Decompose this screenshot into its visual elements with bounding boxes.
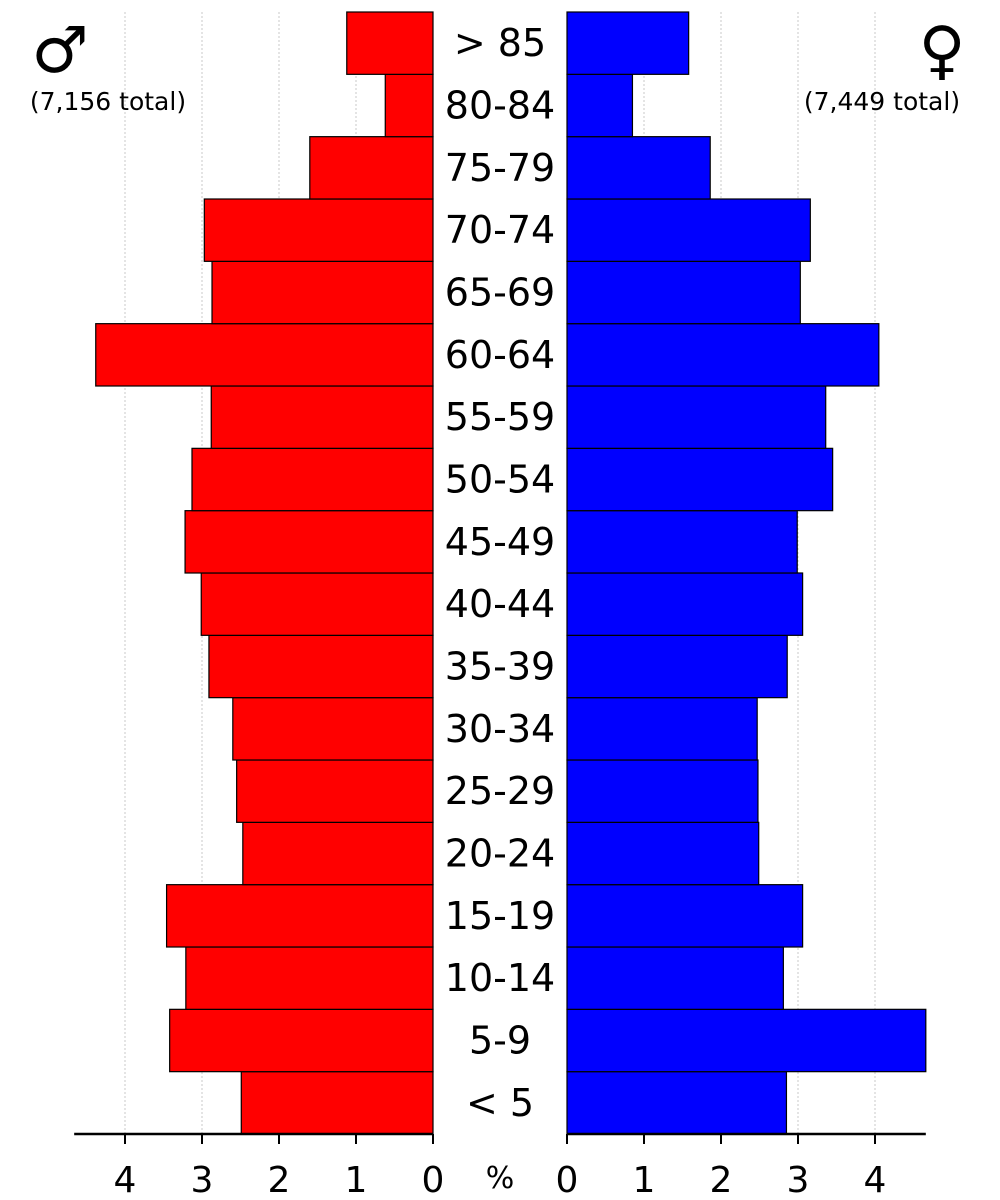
bar-right-7 <box>566 634 788 699</box>
bar-left-12 <box>95 323 434 387</box>
age-label-7: 35-39 <box>445 645 555 689</box>
bar-right-9 <box>566 510 798 574</box>
bar-left-3 <box>165 884 434 948</box>
male-symbol-icon: ♂ <box>31 14 88 88</box>
bar-right-5 <box>566 759 759 823</box>
bar-left-1 <box>169 1008 434 1073</box>
age-label-1: 5-9 <box>469 1019 531 1063</box>
age-label-17: > 85 <box>454 21 546 65</box>
tick-label-left-0: 0 <box>422 1160 445 1200</box>
bar-right-4 <box>566 821 760 886</box>
bar-left-13 <box>211 260 434 325</box>
bar-left-14 <box>203 198 434 262</box>
bar-left-8 <box>200 572 434 636</box>
bar-left-0 <box>240 1071 434 1135</box>
bar-left-11 <box>210 385 434 449</box>
age-label-6: 30-34 <box>445 707 555 751</box>
bar-right-1 <box>566 1008 927 1073</box>
tick-label-right-2: 2 <box>710 1160 733 1200</box>
bar-right-16 <box>566 73 634 138</box>
age-label-14: 70-74 <box>445 208 555 252</box>
bar-right-0 <box>566 1071 788 1135</box>
female-symbol-icon: ♀ <box>919 14 966 88</box>
age-label-4: 20-24 <box>445 832 555 876</box>
bar-left-10 <box>191 447 434 512</box>
bar-left-5 <box>236 759 434 823</box>
age-label-8: 40-44 <box>445 582 555 626</box>
bar-right-10 <box>566 447 834 512</box>
bar-right-6 <box>566 697 758 761</box>
age-group-labels: < 5 5-9 10-14 15-19 20-24 25-29 30-34 35-39 40-4… <box>445 21 555 1125</box>
age-label-11: 55-59 <box>445 395 555 439</box>
bar-left-6 <box>232 697 434 761</box>
age-label-15: 75-79 <box>445 146 555 190</box>
x-axis-unit-label: % <box>486 1161 515 1196</box>
tick-label-right-4: 4 <box>864 1160 887 1200</box>
bar-left-16 <box>384 73 434 138</box>
bar-right-13 <box>566 260 801 325</box>
bar-right-11 <box>566 385 827 449</box>
tick-label-right-1: 1 <box>633 1160 656 1200</box>
age-label-3: 15-19 <box>445 894 555 938</box>
male-total-label: (7,156 total) <box>30 87 186 116</box>
bar-left-2 <box>185 946 434 1010</box>
bar-right-14 <box>566 198 811 262</box>
tick-label-left-3: 3 <box>191 1160 214 1200</box>
bar-right-15 <box>566 136 711 200</box>
age-label-10: 50-54 <box>445 458 555 502</box>
x-axes: 0 0 1 1 2 2 3 3 4 4 <box>74 1132 926 1200</box>
tick-label-left-4: 4 <box>114 1160 137 1200</box>
bars <box>95 11 927 1135</box>
female-total-label: (7,449 total) <box>804 87 960 116</box>
tick-label-left-1: 1 <box>345 1160 368 1200</box>
bar-left-4 <box>242 821 434 886</box>
age-label-5: 25-29 <box>445 769 555 813</box>
bar-right-12 <box>566 323 880 387</box>
bar-left-15 <box>309 136 434 200</box>
age-label-2: 10-14 <box>445 956 555 1000</box>
bar-left-7 <box>208 634 434 699</box>
tick-label-left-2: 2 <box>268 1160 291 1200</box>
tick-label-right-3: 3 <box>787 1160 810 1200</box>
age-label-0: < 5 <box>466 1081 534 1125</box>
age-label-9: 45-49 <box>445 520 555 564</box>
bar-left-9 <box>184 510 434 574</box>
age-label-16: 80-84 <box>445 84 555 128</box>
bar-right-17 <box>566 11 690 75</box>
bar-right-8 <box>566 572 804 636</box>
bar-right-2 <box>566 946 784 1010</box>
tick-label-right-0: 0 <box>556 1160 579 1200</box>
bar-right-3 <box>566 884 804 948</box>
age-label-13: 65-69 <box>445 271 555 315</box>
bar-left-17 <box>346 11 434 75</box>
age-label-12: 60-64 <box>445 333 555 377</box>
